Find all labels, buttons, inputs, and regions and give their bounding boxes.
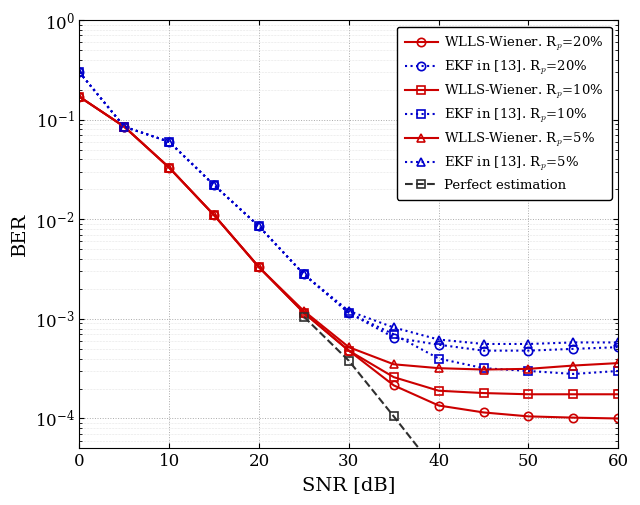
EKF in [13]. R$_p$=20% <box>390 334 397 340</box>
Perfect estimation <box>435 471 442 477</box>
EKF in [13]. R$_p$=20% <box>120 124 128 130</box>
EKF in [13]. R$_p$=20% <box>570 346 577 352</box>
EKF in [13]. R$_p$=20% <box>435 342 442 348</box>
WLLS-Wiener. R$_p$=5% <box>614 360 622 366</box>
WLLS-Wiener. R$_p$=5% <box>76 94 83 100</box>
WLLS-Wiener. R$_p$=20% <box>570 415 577 421</box>
WLLS-Wiener. R$_p$=20% <box>211 212 218 218</box>
WLLS-Wiener. R$_p$=20% <box>120 124 128 130</box>
EKF in [13]. R$_p$=5% <box>435 336 442 342</box>
EKF in [13]. R$_p$=10% <box>120 124 128 130</box>
WLLS-Wiener. R$_p$=20% <box>300 310 308 316</box>
EKF in [13]. R$_p$=5% <box>300 271 308 277</box>
WLLS-Wiener. R$_p$=20% <box>345 347 353 354</box>
EKF in [13]. R$_p$=5% <box>525 341 532 347</box>
EKF in [13]. R$_p$=10% <box>300 271 308 277</box>
EKF in [13]. R$_p$=5% <box>480 341 488 347</box>
WLLS-Wiener. R$_p$=20% <box>390 382 397 388</box>
WLLS-Wiener. R$_p$=5% <box>435 365 442 371</box>
WLLS-Wiener. R$_p$=10% <box>570 391 577 397</box>
EKF in [13]. R$_p$=5% <box>120 124 128 130</box>
WLLS-Wiener. R$_p$=5% <box>165 165 173 171</box>
EKF in [13]. R$_p$=20% <box>480 347 488 354</box>
Line: EKF in [13]. R$_p$=10%: EKF in [13]. R$_p$=10% <box>75 68 623 378</box>
WLLS-Wiener. R$_p$=5% <box>525 366 532 372</box>
EKF in [13]. R$_p$=20% <box>345 310 353 316</box>
WLLS-Wiener. R$_p$=5% <box>345 344 353 350</box>
EKF in [13]. R$_p$=10% <box>345 310 353 316</box>
EKF in [13]. R$_p$=10% <box>165 139 173 145</box>
WLLS-Wiener. R$_p$=10% <box>345 347 353 354</box>
EKF in [13]. R$_p$=5% <box>570 339 577 345</box>
Perfect estimation <box>300 314 308 320</box>
WLLS-Wiener. R$_p$=5% <box>300 308 308 314</box>
EKF in [13]. R$_p$=10% <box>76 69 83 75</box>
EKF in [13]. R$_p$=10% <box>614 368 622 374</box>
Line: EKF in [13]. R$_p$=20%: EKF in [13]. R$_p$=20% <box>75 68 623 355</box>
WLLS-Wiener. R$_p$=20% <box>435 402 442 409</box>
EKF in [13]. R$_p$=20% <box>300 271 308 277</box>
EKF in [13]. R$_p$=20% <box>614 344 622 350</box>
WLLS-Wiener. R$_p$=10% <box>165 165 173 171</box>
WLLS-Wiener. R$_p$=10% <box>390 374 397 380</box>
WLLS-Wiener. R$_p$=5% <box>390 361 397 367</box>
WLLS-Wiener. R$_p$=5% <box>480 367 488 373</box>
WLLS-Wiener. R$_p$=10% <box>211 212 218 218</box>
WLLS-Wiener. R$_p$=10% <box>255 264 263 270</box>
WLLS-Wiener. R$_p$=10% <box>76 94 83 100</box>
WLLS-Wiener. R$_p$=5% <box>120 124 128 130</box>
EKF in [13]. R$_p$=5% <box>345 308 353 314</box>
EKF in [13]. R$_p$=10% <box>480 365 488 371</box>
WLLS-Wiener. R$_p$=10% <box>525 391 532 397</box>
Y-axis label: BER: BER <box>11 213 29 256</box>
Line: WLLS-Wiener. R$_p$=20%: WLLS-Wiener. R$_p$=20% <box>75 92 623 423</box>
WLLS-Wiener. R$_p$=10% <box>614 391 622 397</box>
WLLS-Wiener. R$_p$=10% <box>300 310 308 316</box>
EKF in [13]. R$_p$=10% <box>570 371 577 377</box>
EKF in [13]. R$_p$=20% <box>165 139 173 145</box>
WLLS-Wiener. R$_p$=10% <box>120 124 128 130</box>
WLLS-Wiener. R$_p$=20% <box>480 410 488 416</box>
EKF in [13]. R$_p$=20% <box>76 69 83 75</box>
X-axis label: SNR [dB]: SNR [dB] <box>302 476 396 494</box>
WLLS-Wiener. R$_p$=5% <box>255 264 263 270</box>
EKF in [13]. R$_p$=20% <box>525 347 532 354</box>
WLLS-Wiener. R$_p$=5% <box>570 363 577 369</box>
Line: EKF in [13]. R$_p$=5%: EKF in [13]. R$_p$=5% <box>75 68 623 348</box>
Line: WLLS-Wiener. R$_p$=10%: WLLS-Wiener. R$_p$=10% <box>75 92 623 398</box>
Perfect estimation <box>390 414 397 420</box>
WLLS-Wiener. R$_p$=20% <box>255 264 263 270</box>
EKF in [13]. R$_p$=5% <box>165 139 173 145</box>
EKF in [13]. R$_p$=10% <box>435 356 442 362</box>
EKF in [13]. R$_p$=10% <box>525 368 532 374</box>
EKF in [13]. R$_p$=20% <box>255 223 263 229</box>
Legend: WLLS-Wiener. R$_p$=20%, EKF in [13]. R$_p$=20%, WLLS-Wiener. R$_p$=10%, EKF in [: WLLS-Wiener. R$_p$=20%, EKF in [13]. R$_… <box>397 27 612 200</box>
EKF in [13]. R$_p$=5% <box>76 69 83 75</box>
EKF in [13]. R$_p$=10% <box>255 223 263 229</box>
Line: WLLS-Wiener. R$_p$=5%: WLLS-Wiener. R$_p$=5% <box>75 92 623 374</box>
EKF in [13]. R$_p$=20% <box>211 182 218 188</box>
WLLS-Wiener. R$_p$=20% <box>76 94 83 100</box>
WLLS-Wiener. R$_p$=10% <box>435 388 442 394</box>
EKF in [13]. R$_p$=10% <box>211 182 218 188</box>
WLLS-Wiener. R$_p$=20% <box>525 414 532 420</box>
Line: Perfect estimation: Perfect estimation <box>300 313 488 505</box>
EKF in [13]. R$_p$=5% <box>390 324 397 330</box>
Perfect estimation <box>345 358 353 364</box>
EKF in [13]. R$_p$=5% <box>211 182 218 188</box>
WLLS-Wiener. R$_p$=20% <box>614 416 622 422</box>
WLLS-Wiener. R$_p$=20% <box>165 165 173 171</box>
EKF in [13]. R$_p$=10% <box>390 331 397 337</box>
WLLS-Wiener. R$_p$=5% <box>211 212 218 218</box>
WLLS-Wiener. R$_p$=10% <box>480 390 488 396</box>
EKF in [13]. R$_p$=5% <box>614 339 622 345</box>
EKF in [13]. R$_p$=5% <box>255 223 263 229</box>
